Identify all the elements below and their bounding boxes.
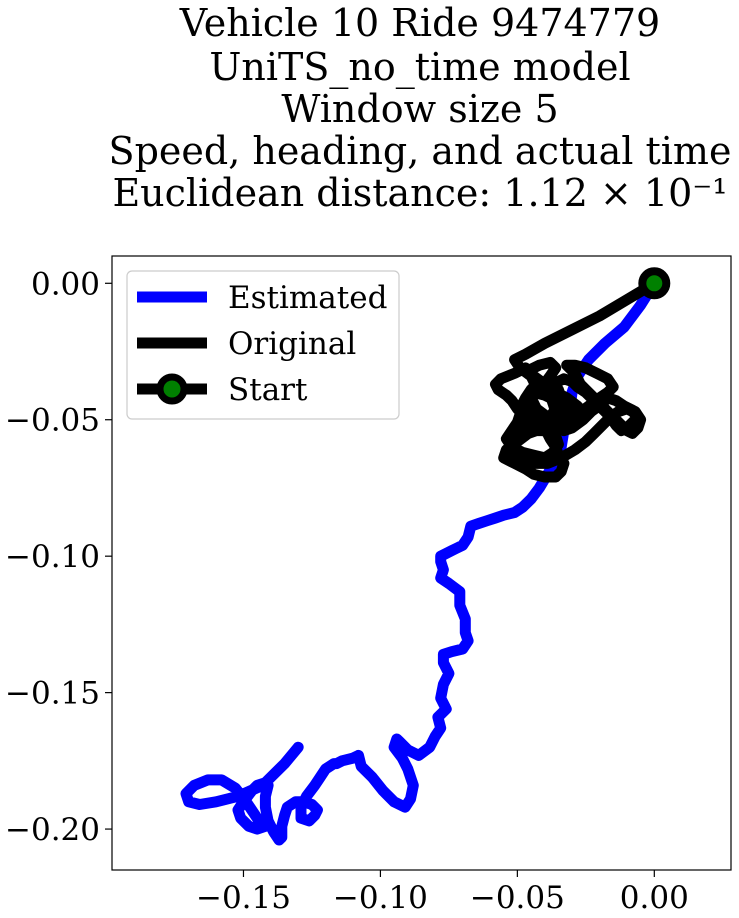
y-tick-label: −0.10: [5, 539, 100, 575]
y-tick-label: 0.00: [31, 266, 100, 302]
y-tick-label: −0.20: [5, 812, 100, 848]
x-tick-label: 0.00: [620, 880, 689, 916]
y-axis: 0.00 −0.05 −0.10 −0.15 −0.20: [5, 266, 112, 848]
legend-label-estimated: Estimated: [228, 280, 387, 316]
title-line-5: Euclidean distance: 1.12 × 10⁻¹: [112, 171, 727, 215]
legend-label-original: Original: [228, 326, 356, 362]
legend-box: [126, 270, 400, 420]
plot-frame: [111, 255, 732, 871]
legend-marker-start: [156, 373, 188, 405]
legend: Estimated Original Start: [126, 270, 400, 420]
y-tick-label: −0.05: [5, 403, 100, 439]
x-tick-label: −0.10: [333, 880, 428, 916]
y-tick-label: −0.15: [5, 676, 100, 712]
legend-label-start: Start: [228, 372, 308, 408]
x-tick-label: −0.05: [470, 880, 565, 916]
start-marker: [638, 267, 671, 300]
series-line-estimated: [180, 277, 660, 846]
title-line-3: Window size 5: [281, 87, 558, 131]
x-axis: −0.15 −0.10 −0.05 0.00: [196, 870, 689, 916]
marker-layer: [638, 267, 671, 300]
x-tick-label: −0.15: [196, 880, 291, 916]
title-line-1: Vehicle 10 Ride 9474779: [179, 1, 660, 45]
title-line-2: UniTS_no_time model: [209, 45, 630, 90]
title-line-4: Speed, heading, and actual time: [109, 129, 732, 173]
series-line-original: [490, 277, 660, 483]
chart-title: Vehicle 10 Ride 9474779 UniTS_no_time mo…: [109, 1, 732, 215]
series-layer: [180, 277, 660, 846]
